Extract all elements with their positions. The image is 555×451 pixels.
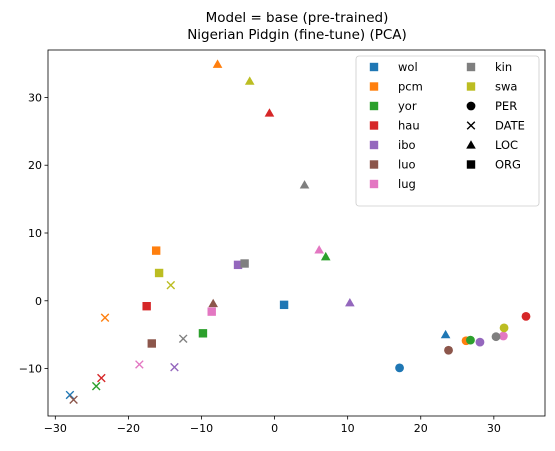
point-ibo-per bbox=[475, 337, 485, 347]
y-tick-label: 20 bbox=[28, 159, 42, 172]
point-luo-loc bbox=[208, 298, 218, 308]
legend-label-kin: kin bbox=[495, 60, 512, 74]
legend-marker-ibo bbox=[369, 140, 379, 150]
point-ibo-org bbox=[233, 260, 243, 270]
legend-label-luo: luo bbox=[398, 158, 416, 172]
point-lug-org bbox=[207, 307, 216, 316]
point-kin-date bbox=[178, 334, 188, 344]
legend-label-date: DATE bbox=[495, 119, 525, 133]
legend-label-yor: yor bbox=[398, 99, 417, 113]
legend-marker-loc bbox=[466, 140, 476, 149]
x-tick-label: 10 bbox=[341, 422, 355, 435]
point-pcm-date bbox=[100, 313, 110, 323]
point-lug-date bbox=[135, 360, 144, 369]
point-luo-per bbox=[444, 345, 453, 355]
x-tick-label: −20 bbox=[117, 422, 140, 435]
legend-marker-kin bbox=[466, 62, 476, 72]
point-lug-loc bbox=[314, 245, 324, 254]
x-tick-label: 0 bbox=[271, 422, 278, 435]
legend-marker-luo bbox=[369, 160, 379, 169]
point-wol-date bbox=[65, 390, 75, 400]
point-yor-date bbox=[91, 381, 101, 391]
point-ibo-loc bbox=[345, 298, 355, 307]
x-tick-label: −30 bbox=[44, 422, 67, 435]
point-kin-org bbox=[240, 259, 249, 268]
plot-area bbox=[65, 59, 531, 405]
chart-title-line-2: Nigerian Pidgin (fine-tune) (PCA) bbox=[187, 27, 407, 43]
point-wol-per bbox=[395, 363, 404, 373]
legend: wol pcm yor hau ibo luo lug kin swa PER DATE LOC ORG bbox=[355, 55, 540, 207]
legend-marker-pcm bbox=[369, 82, 379, 91]
legend-marker-yor bbox=[369, 101, 379, 111]
y-tick-label: 30 bbox=[28, 91, 42, 104]
point-yor-loc bbox=[320, 251, 331, 261]
chart-title-line-1: Model = base (pre-trained) bbox=[206, 10, 389, 26]
point-hau-per bbox=[521, 311, 531, 321]
point-hau-loc bbox=[264, 108, 275, 117]
point-hau-org bbox=[142, 302, 151, 311]
point-luo-date bbox=[69, 395, 78, 405]
point-kin-per bbox=[491, 332, 501, 342]
legend-label-hau: hau bbox=[398, 119, 420, 133]
point-wol-loc bbox=[440, 329, 451, 339]
legend-label-loc: LOC bbox=[495, 138, 518, 152]
legend-label-swa: swa bbox=[495, 80, 517, 94]
legend-label-wol: wol bbox=[398, 60, 418, 74]
legend-label-ibo: ibo bbox=[398, 138, 416, 152]
point-swa-per bbox=[499, 323, 509, 333]
legend-marker-date bbox=[466, 121, 476, 130]
point-wol-org bbox=[279, 300, 289, 310]
point-pcm-org bbox=[151, 246, 161, 255]
legend-marker-wol bbox=[369, 62, 379, 72]
point-pcm-loc bbox=[212, 59, 223, 68]
legend-marker-lug bbox=[369, 179, 379, 189]
point-swa-date bbox=[166, 280, 176, 290]
legend-label-per: PER bbox=[495, 99, 517, 113]
legend-marker-swa bbox=[466, 82, 476, 91]
y-tick-label: −10 bbox=[19, 363, 42, 376]
point-swa-org bbox=[154, 268, 164, 278]
point-hau-date bbox=[97, 373, 106, 383]
point-yor-per bbox=[466, 335, 475, 345]
x-tick-label: 20 bbox=[414, 422, 428, 435]
point-ibo-date bbox=[170, 362, 179, 372]
point-kin-loc bbox=[299, 180, 310, 189]
x-tick-label: 30 bbox=[487, 422, 501, 435]
point-yor-org bbox=[198, 329, 208, 338]
legend-box bbox=[355, 55, 540, 207]
x-tick-label: −10 bbox=[190, 422, 213, 435]
point-luo-org bbox=[147, 339, 156, 348]
legend-marker-per bbox=[466, 101, 476, 111]
legend-label-lug: lug bbox=[398, 177, 416, 191]
legend-label-pcm: pcm bbox=[398, 80, 423, 94]
point-swa-loc bbox=[244, 76, 255, 85]
legend-marker-hau bbox=[369, 121, 379, 130]
y-tick-label: 0 bbox=[35, 295, 42, 308]
point-lug-per bbox=[498, 331, 508, 341]
legend-marker-org bbox=[466, 160, 476, 169]
legend-label-org: ORG bbox=[495, 158, 521, 172]
axes: −30 −20 −10 0 10 20 30 −10 0 10 20 30 bbox=[19, 49, 546, 435]
y-tick-label: 10 bbox=[28, 227, 42, 240]
